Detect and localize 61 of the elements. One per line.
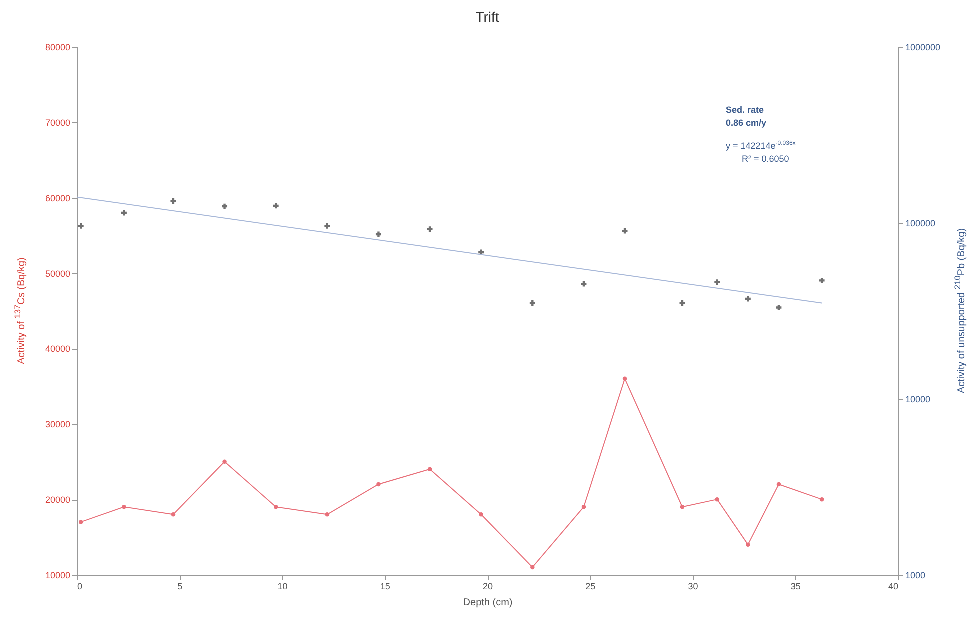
- annotation: y = 142214e$^{-0.036x}$: [726, 140, 796, 153]
- point: [776, 305, 782, 310]
- x-tick-label: 5: [178, 582, 183, 592]
- point: [622, 376, 628, 382]
- point: [819, 278, 825, 284]
- point: [121, 210, 127, 216]
- point: [715, 497, 720, 502]
- x-tick-label: 25: [586, 582, 596, 592]
- x-tick-label: 35: [790, 582, 801, 592]
- y2-tick-label: 100000: [906, 218, 936, 228]
- x-tick-label: 0: [78, 582, 83, 592]
- annotation: 0.86 cm/y: [726, 117, 768, 130]
- point: [680, 504, 685, 510]
- annotation: Sed. rate: [726, 104, 766, 117]
- point: [78, 223, 84, 229]
- point: [478, 250, 484, 256]
- point: [376, 482, 381, 487]
- annotation: R² = 0.6050: [741, 153, 790, 166]
- x-tick-label: 20: [482, 582, 494, 592]
- y2-tick-label: 1000: [906, 570, 926, 580]
- point: [714, 280, 720, 286]
- point: [122, 504, 126, 510]
- point: [376, 232, 382, 238]
- point: [745, 296, 751, 302]
- y-tick-label: 50000: [45, 268, 70, 279]
- point: [273, 203, 279, 209]
- point: [680, 300, 686, 306]
- point: [325, 512, 330, 517]
- point: [427, 226, 433, 232]
- point: [581, 281, 587, 287]
- y2-tick-label: 1000000: [906, 42, 941, 52]
- point: [78, 520, 84, 524]
- y-tick-label: 60000: [45, 193, 70, 204]
- y-tick-label: 70000: [45, 118, 70, 128]
- point: [530, 300, 536, 306]
- point: [622, 228, 628, 234]
- point: [428, 467, 432, 472]
- y-tick-label: 20000: [45, 495, 70, 506]
- y-tick-label: 30000: [45, 420, 70, 430]
- point: [746, 542, 750, 547]
- y-tick-label: 10000: [45, 570, 70, 580]
- point: [324, 223, 330, 229]
- point: [170, 198, 176, 204]
- point: [222, 204, 228, 210]
- x-tick-label: 40: [888, 582, 898, 592]
- point: [171, 512, 176, 517]
- point: [776, 482, 782, 487]
- x-tick-label: 10: [278, 582, 288, 592]
- y2-tick-label: 10000: [906, 394, 931, 404]
- y-tick-label: 40000: [45, 344, 70, 354]
- point: [274, 504, 278, 510]
- chart-title: Trift: [476, 9, 500, 25]
- x-tick-label: 15: [380, 582, 390, 592]
- point: [582, 504, 586, 510]
- point: [820, 497, 824, 502]
- point: [530, 565, 535, 570]
- x-tick-label: 30: [688, 582, 698, 592]
- x-axis-title: Depth (cm): [463, 598, 513, 608]
- point: [222, 460, 227, 464]
- y-tick-label: 80000: [45, 42, 70, 52]
- point: [479, 512, 484, 517]
